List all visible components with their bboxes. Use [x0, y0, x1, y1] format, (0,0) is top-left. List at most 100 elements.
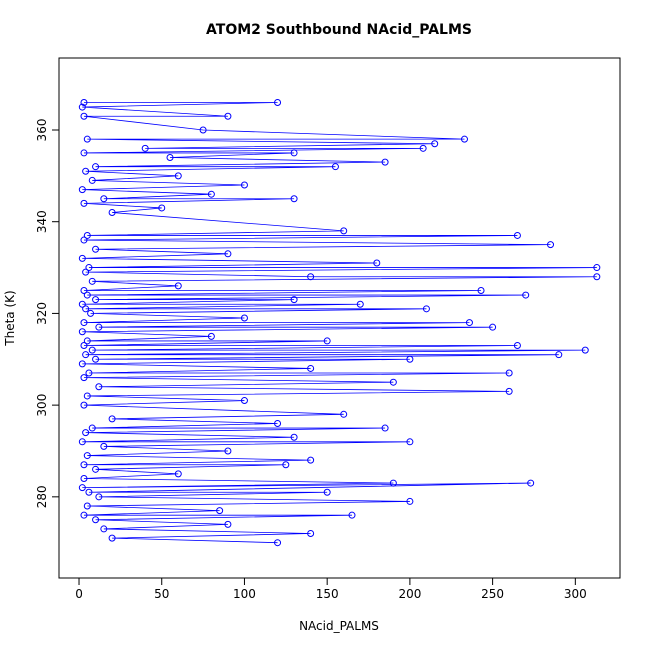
data-point: [166, 154, 174, 162]
data-point: [323, 337, 331, 345]
data-point: [199, 126, 207, 134]
data-point: [95, 323, 103, 331]
data-point: [381, 424, 389, 432]
data-point: [290, 149, 298, 157]
data-point: [80, 199, 88, 207]
data-point: [85, 369, 93, 377]
data-point: [340, 410, 348, 418]
x-tick-label: 0: [75, 587, 83, 601]
data-point: [83, 337, 91, 345]
data-point: [274, 98, 282, 106]
data-point: [83, 135, 91, 143]
data-point: [108, 534, 116, 542]
data-point: [323, 488, 331, 496]
data-point: [174, 470, 182, 478]
data-point: [593, 264, 601, 272]
data-point: [80, 374, 88, 382]
data-point: [80, 236, 88, 244]
data-point: [78, 300, 86, 308]
data-point: [88, 176, 96, 184]
data-point: [406, 355, 414, 363]
data-point: [460, 135, 468, 143]
data-point: [82, 167, 90, 175]
data-point: [505, 387, 513, 395]
data-point: [82, 429, 90, 437]
data-point: [224, 447, 232, 455]
data-point: [141, 144, 149, 152]
x-tick-label: 250: [481, 587, 504, 601]
data-point: [92, 516, 100, 524]
data-point: [527, 479, 535, 487]
data-point: [406, 497, 414, 505]
x-axis-label: NAcid_PALMS: [299, 619, 379, 633]
data-point: [80, 474, 88, 482]
data-point: [92, 296, 100, 304]
data-point: [88, 424, 96, 432]
data-point: [307, 456, 315, 464]
data-point: [348, 511, 356, 519]
data-point: [207, 190, 215, 198]
data-point: [92, 355, 100, 363]
data-point: [80, 98, 88, 106]
data-point: [513, 342, 521, 350]
data-point: [95, 493, 103, 501]
data-point: [207, 332, 215, 340]
x-tick-label: 50: [154, 587, 169, 601]
x-tick-label: 200: [398, 587, 421, 601]
data-point: [82, 268, 90, 276]
y-tick-label: 320: [35, 302, 49, 325]
data-point: [356, 300, 364, 308]
data-point: [80, 286, 88, 294]
data-point: [158, 204, 166, 212]
data-point: [216, 507, 224, 515]
data-point: [581, 346, 589, 354]
data-point: [83, 291, 91, 299]
data-point: [80, 401, 88, 409]
data-point: [80, 342, 88, 350]
data-point: [87, 309, 95, 317]
y-tick-label: 340: [35, 210, 49, 233]
data-point: [307, 273, 315, 281]
data-point: [513, 231, 521, 239]
data-point: [78, 328, 86, 336]
data-point: [477, 286, 485, 294]
data-point: [80, 149, 88, 157]
data-point: [274, 419, 282, 427]
data-point: [92, 245, 100, 253]
data-point: [340, 227, 348, 235]
data-point: [83, 231, 91, 239]
data-point: [80, 461, 88, 469]
data-point: [240, 397, 248, 405]
data-point: [282, 461, 290, 469]
data-point: [78, 186, 86, 194]
data-point: [224, 520, 232, 528]
data-point: [78, 438, 86, 446]
data-point: [331, 163, 339, 171]
data-point: [465, 319, 473, 327]
data-point: [419, 144, 427, 152]
data-point: [505, 369, 513, 377]
data-point: [92, 465, 100, 473]
data-point: [224, 250, 232, 258]
data-point: [174, 172, 182, 180]
data-point: [522, 291, 530, 299]
data-point: [88, 277, 96, 285]
data-point: [80, 319, 88, 327]
data-point: [80, 112, 88, 120]
data-point: [406, 438, 414, 446]
data-point: [92, 163, 100, 171]
data-point: [555, 351, 563, 359]
data-point: [389, 479, 397, 487]
data-point: [290, 296, 298, 304]
data-point: [82, 305, 90, 313]
data-point: [593, 273, 601, 281]
data-point: [240, 181, 248, 189]
data-point: [389, 378, 397, 386]
data-point: [373, 259, 381, 267]
data-point: [381, 158, 389, 166]
data-point: [431, 140, 439, 148]
chart-title: ATOM2 Southbound NAcid_PALMS: [206, 22, 472, 38]
data-point: [307, 530, 315, 538]
data-point: [224, 112, 232, 120]
x-tick-label: 300: [564, 587, 587, 601]
